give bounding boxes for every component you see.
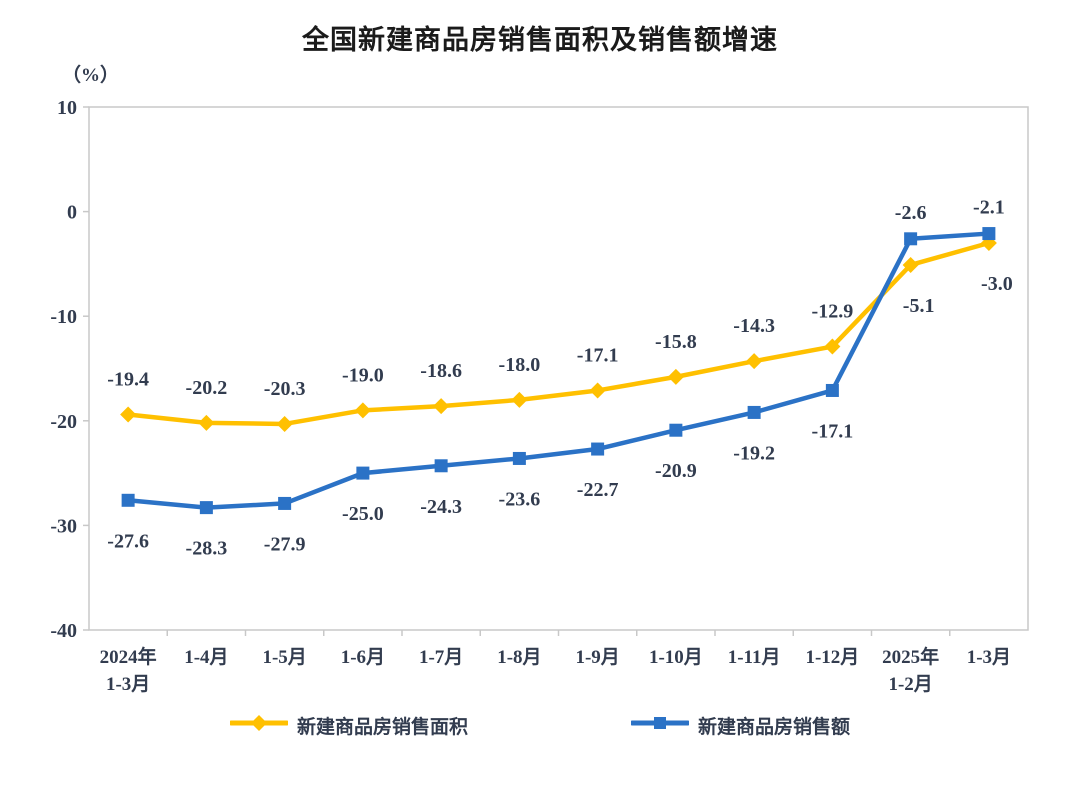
legend-label-sales-amount: 新建商品房销售额 (698, 717, 851, 738)
square-legend-glyph (629, 717, 691, 729)
data-point-label: -2.1 (973, 197, 1005, 219)
data-point-marker (434, 459, 448, 473)
data-point-label: -19.4 (107, 369, 149, 391)
data-point-marker (825, 383, 839, 397)
plot-area (88, 106, 1029, 631)
data-point-label: -5.1 (903, 295, 935, 317)
x-tick-label: 1-7月 (419, 647, 463, 668)
x-tick-label: 1-3月 (967, 647, 1011, 668)
x-tick-label: 1-12月 (805, 647, 859, 668)
data-point-marker (589, 382, 606, 399)
legend-marker-sales-amount (629, 714, 691, 737)
y-tick-label: -40 (50, 620, 77, 642)
legend-marker-sales-area (228, 714, 290, 737)
x-tick-label: 2025年 1-2月 (882, 645, 939, 695)
x-tick-label: 1-4月 (184, 647, 228, 668)
data-point-marker (667, 368, 684, 385)
data-point-marker (511, 391, 528, 408)
data-point-label: -12.9 (812, 301, 854, 323)
legend-item-sales-amount: 新建商品房销售额 (629, 712, 851, 739)
data-point-label: -20.9 (655, 460, 697, 482)
data-point-label: -27.6 (107, 530, 149, 552)
diamond-legend-glyph (228, 715, 290, 731)
data-point-label: -15.8 (655, 331, 697, 353)
data-point-marker (982, 227, 996, 241)
data-point-label: -22.7 (577, 479, 619, 501)
data-point-marker (356, 466, 370, 480)
legend-label-sales-area: 新建商品房销售面积 (296, 717, 468, 738)
chart-legend: 新建商品房销售面积 新建商品房销售额 (0, 712, 1080, 739)
data-point-label: -17.1 (577, 344, 619, 366)
data-point-marker (198, 414, 215, 431)
x-tick-label: 1-11月 (728, 647, 781, 668)
legend-item-sales-area: 新建商品房销售面积 (228, 712, 468, 739)
data-point-label: -18.0 (499, 354, 541, 376)
y-tick-label: -30 (50, 515, 77, 537)
y-tick-label: -10 (50, 306, 77, 328)
y-tick-label: -20 (50, 411, 77, 433)
data-point-label: -24.3 (420, 496, 462, 518)
data-point-label: -19.2 (733, 442, 775, 464)
data-point-marker (824, 338, 841, 355)
data-point-label: -3.0 (981, 273, 1013, 295)
data-point-marker (121, 493, 135, 507)
data-point-marker (669, 423, 683, 437)
data-point-marker (278, 496, 292, 510)
data-point-label: -27.9 (264, 533, 306, 555)
data-point-marker (747, 405, 761, 419)
x-tick-label: 1-5月 (262, 647, 306, 668)
x-tick-label: 2024年 1-3月 (100, 645, 157, 695)
data-point-label: -28.3 (186, 538, 228, 560)
y-axis-unit-label: （%） (62, 65, 120, 86)
data-point-marker (199, 501, 213, 515)
data-point-label: -20.3 (264, 378, 306, 400)
data-point-marker (591, 442, 605, 456)
data-point-label: -18.6 (420, 360, 462, 382)
data-point-marker (902, 256, 919, 273)
x-tick-label: 1-8月 (497, 647, 541, 668)
data-point-marker (904, 232, 918, 246)
data-point-label: -25.0 (342, 503, 384, 525)
series-0-line (125, 240, 992, 427)
chart-title: 全国新建商品房销售面积及销售额增速 (302, 25, 778, 55)
data-point-label: -2.6 (895, 202, 927, 224)
data-point-label: -17.1 (812, 420, 854, 442)
data-point-label: -20.2 (186, 377, 228, 399)
y-tick-label: 10 (57, 97, 77, 119)
series-1-line (125, 231, 992, 510)
x-tick-label: 1-10月 (649, 647, 703, 668)
x-tick-label: 1-6月 (341, 647, 385, 668)
data-point-marker (746, 353, 763, 370)
data-point-marker (276, 415, 293, 432)
data-point-label: -23.6 (499, 488, 541, 510)
x-tick-label: 1-9月 (575, 647, 619, 668)
data-point-marker (512, 451, 526, 465)
data-point-marker (433, 398, 450, 415)
data-point-label: -14.3 (733, 315, 775, 337)
data-point-marker (354, 402, 371, 419)
data-point-marker (120, 406, 137, 423)
data-point-label: -19.0 (342, 364, 384, 386)
y-tick-label: 0 (67, 202, 77, 224)
